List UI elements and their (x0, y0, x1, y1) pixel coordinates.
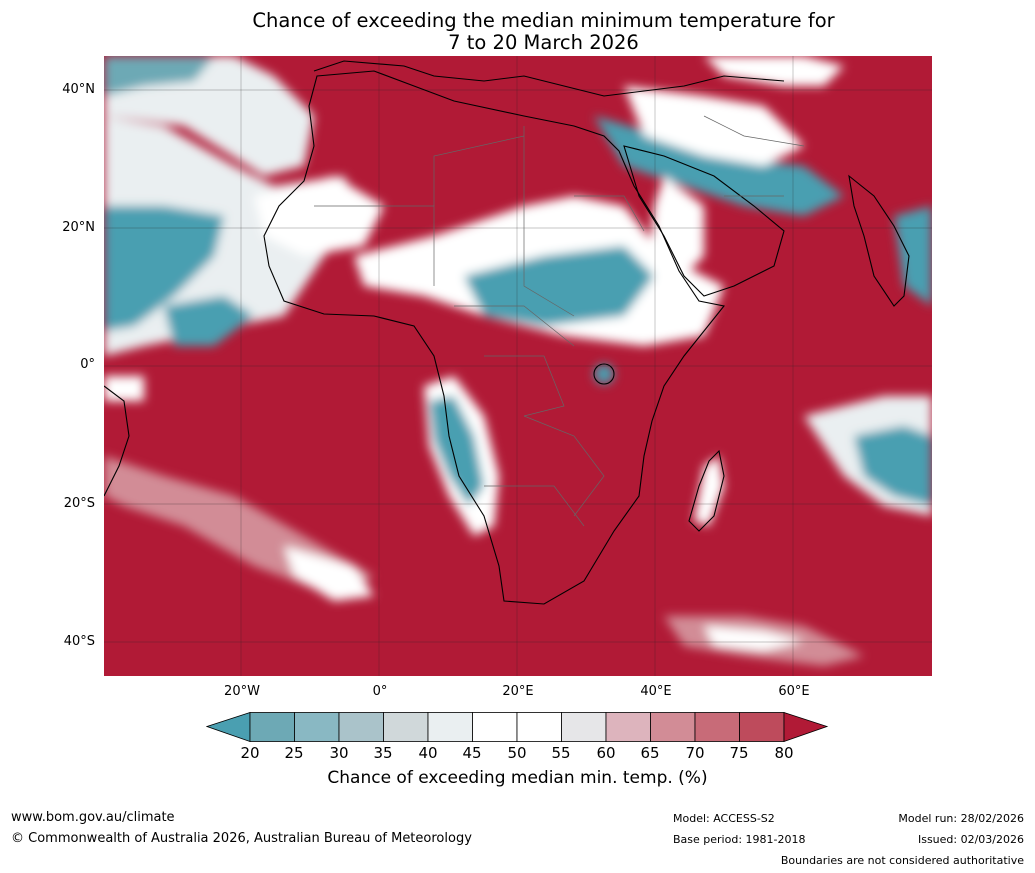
lon-label-60e: 60°E (778, 684, 810, 699)
colorbar-cell (516, 712, 562, 742)
colorbar-tick: 80 (774, 744, 794, 762)
colorbar-label: Chance of exceeding median min. temp. (%… (327, 768, 708, 788)
colorbar-tick: 75 (729, 744, 749, 762)
lon-label-0: 0° (372, 684, 388, 699)
title-line-2: 7 to 20 March 2026 (448, 31, 639, 54)
footer-issued: Issued: 02/03/2026 (917, 833, 1024, 846)
colorbar-tick: 55 (551, 744, 571, 762)
colorbar-tick: 35 (373, 744, 393, 762)
colorbar-cell (427, 712, 473, 742)
colorbar-tick: 60 (596, 744, 616, 762)
colorbar-cell (294, 712, 340, 742)
lon-label-40e: 40°E (640, 684, 672, 699)
colorbar-tick: 45 (462, 744, 482, 762)
graticule (104, 56, 932, 676)
colorbar-tick: 20 (240, 744, 260, 762)
colorbar-cell (472, 712, 518, 742)
lat-label-20n: 20°N (62, 220, 95, 235)
colorbar-tick: 40 (418, 744, 438, 762)
colorbar-tick: 70 (685, 744, 705, 762)
map-title: Chance of exceeding the median minimum t… (0, 10, 1035, 54)
colorbar-cells (206, 712, 829, 742)
lat-label-20s: 20°S (63, 496, 95, 511)
map-canvas (104, 56, 932, 676)
lat-label-0: 0° (80, 357, 95, 372)
colorbar-cell (561, 712, 607, 742)
colorbar-tick: 25 (284, 744, 304, 762)
colorbar-cell (694, 712, 740, 742)
lon-label-20w: 20°W (224, 684, 260, 699)
colorbar-cell (650, 712, 696, 742)
footer-disclaimer: Boundaries are not considered authoritat… (780, 854, 1024, 867)
lon-label-20e: 20°E (502, 684, 534, 699)
colorbar-cell (249, 712, 295, 742)
colorbar-arrow-low (206, 712, 251, 742)
colorbar-cell (739, 712, 785, 742)
colorbar-tick: 50 (507, 744, 527, 762)
lat-label-40n: 40°N (62, 82, 95, 97)
colorbar (206, 712, 829, 742)
probability-map (104, 56, 932, 676)
footer-copyright: © Commonwealth of Australia 2026, Austra… (11, 831, 472, 846)
coastlines (104, 60, 910, 605)
colorbar-tick: 65 (640, 744, 660, 762)
colorbar-tick: 30 (329, 744, 349, 762)
title-line-1: Chance of exceeding the median minimum t… (252, 9, 835, 32)
borders (314, 115, 805, 527)
footer-base-period: Base period: 1981-2018 (673, 833, 806, 846)
lat-label-40s: 40°S (63, 634, 95, 649)
colorbar-cell (338, 712, 384, 742)
footer-model-run: Model run: 28/02/2026 (898, 812, 1024, 825)
colorbar-arrow-high (783, 712, 829, 742)
colorbar-cell (605, 712, 651, 742)
footer-website: www.bom.gov.au/climate (11, 810, 175, 825)
footer-model: Model: ACCESS-S2 (673, 812, 775, 825)
colorbar-cell (383, 712, 429, 742)
